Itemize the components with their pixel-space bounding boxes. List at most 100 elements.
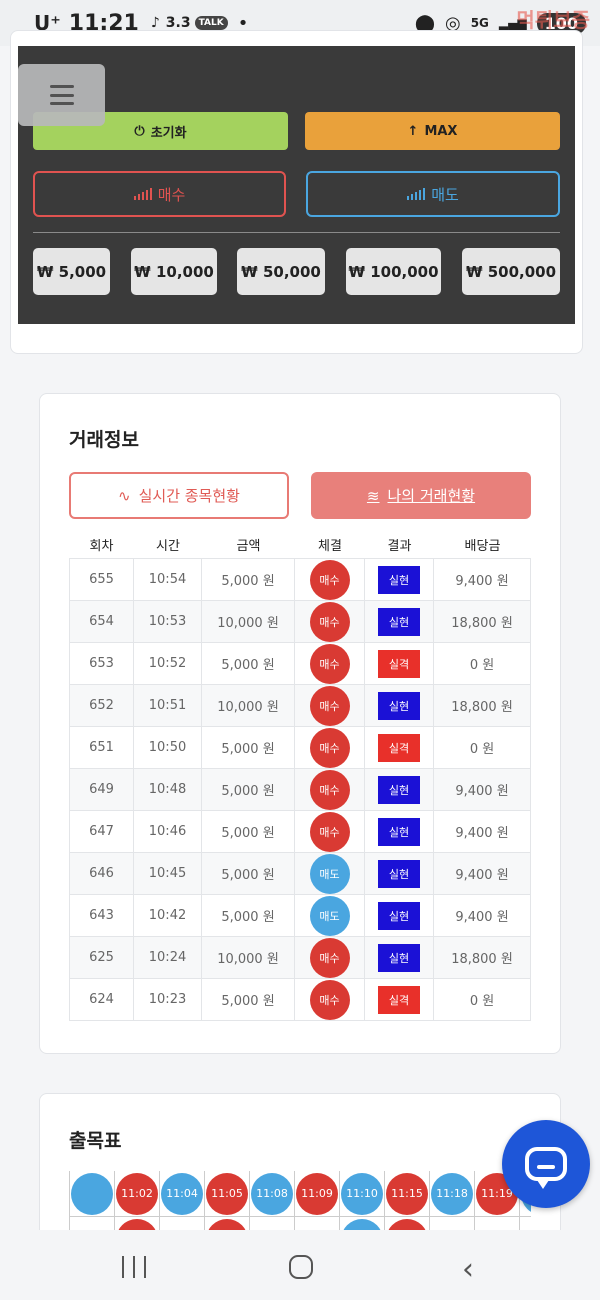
tiktok-icon: ♪ — [150, 15, 160, 31]
cell-side: 매수 — [295, 937, 365, 978]
cell-amount: 5,000 원 — [202, 895, 295, 936]
grid-cell: 11:08 — [250, 1171, 295, 1217]
cell-amount: 5,000 원 — [202, 811, 295, 852]
cell-round: 647 — [69, 811, 134, 852]
max-button[interactable]: ↑ MAX — [305, 112, 560, 150]
cell-payout: 18,800 원 — [434, 601, 531, 642]
cell-side: 매도 — [295, 853, 365, 894]
grid-cell — [295, 1217, 340, 1231]
side-badge: 매수 — [309, 601, 350, 642]
header-side: 체결 — [318, 538, 342, 554]
recent-apps-button[interactable] — [122, 1256, 146, 1278]
header-payout: 배당금 — [464, 538, 501, 554]
cell-result: 실격 — [365, 727, 434, 768]
amount-button-10000[interactable]: ₩ 10,000 — [131, 248, 217, 295]
signal-icon: ▂▄▆ — [498, 16, 527, 30]
cell-amount: 10,000 원 — [202, 685, 295, 726]
side-badge: 매수 — [309, 643, 350, 684]
grid-cell — [340, 1217, 385, 1231]
result-grid-row-2 — [70, 1217, 531, 1231]
location-icon: ⬤ — [414, 12, 435, 34]
pulse-icon: ∿ — [118, 486, 131, 505]
header-round: 회차 — [89, 538, 114, 554]
cell-amount: 5,000 원 — [202, 769, 295, 810]
cell-result: 실현 — [365, 559, 434, 600]
table-row: 647 10:46 5,000 원 매수 실현 9,400 원 — [69, 811, 531, 853]
cell-time: 10:53 — [134, 601, 202, 642]
cell-amount: 5,000 원 — [202, 979, 295, 1020]
table-row: 653 10:52 5,000 원 매수 실격 0 원 — [69, 643, 531, 685]
cell-time: 10:42 — [134, 895, 202, 936]
amount-button-100000[interactable]: ₩ 100,000 — [346, 248, 441, 295]
tab-my-trades[interactable]: ≋ 나의 거래현황 — [311, 472, 531, 519]
side-badge: 매도 — [309, 853, 350, 894]
grid-cell: 11:18 — [430, 1171, 475, 1217]
cell-result: 실현 — [365, 895, 434, 936]
side-badge: 매수 — [309, 685, 350, 726]
grid-cell — [385, 1217, 430, 1231]
cell-amount: 10,000 원 — [202, 601, 295, 642]
cell-time: 10:50 — [134, 727, 202, 768]
grid-cell: 11:10 — [340, 1171, 385, 1217]
signal-bars-icon — [407, 188, 426, 200]
home-button[interactable] — [289, 1255, 313, 1279]
tab-live-status[interactable]: ∿ 실시간 종목현황 — [69, 472, 289, 519]
sell-button[interactable]: 매도 — [306, 171, 560, 217]
amount-button-5000[interactable]: ₩ 5,000 — [33, 248, 110, 295]
power-icon: ⏻ — [134, 123, 145, 139]
cell-side: 매수 — [295, 727, 365, 768]
result-badge: 실현 — [378, 565, 420, 594]
result-ball-blue: 11:10 — [341, 1172, 383, 1215]
grid-cell — [430, 1217, 475, 1231]
grid-cell: 11:05 — [205, 1171, 250, 1217]
cell-amount: 10,000 원 — [202, 937, 295, 978]
grid-cell: 11:04 — [160, 1171, 205, 1217]
header-time: 시간 — [156, 538, 180, 554]
table-row: 655 10:54 5,000 원 매수 실현 9,400 원 — [69, 559, 531, 601]
cell-side: 매수 — [295, 769, 365, 810]
cell-round: 652 — [69, 685, 134, 726]
tab-live-label: 실시간 종목현황 — [138, 487, 240, 505]
cell-side: 매수 — [295, 685, 365, 726]
cell-result: 실현 — [365, 853, 434, 894]
cell-round: 625 — [69, 937, 134, 978]
side-badge: 매수 — [309, 937, 350, 978]
back-button[interactable]: ‹ — [462, 1252, 474, 1287]
cell-time: 10:24 — [134, 937, 202, 978]
cell-round: 654 — [69, 601, 134, 642]
grid-cell — [115, 1217, 160, 1231]
result-badge: 실격 — [378, 649, 420, 678]
cell-result: 실현 — [365, 937, 434, 978]
side-badge: 매도 — [309, 895, 350, 936]
result-ball-red: 11:02 — [116, 1172, 158, 1215]
system-nav-bar — [0, 1230, 600, 1300]
cell-amount: 5,000 원 — [202, 727, 295, 768]
cell-payout: 9,400 원 — [434, 559, 531, 600]
result-chart-title: 출목표 — [69, 1130, 122, 1152]
cell-round: 653 — [69, 643, 134, 684]
cell-time: 10:48 — [134, 769, 202, 810]
hamburger-menu-button[interactable] — [18, 64, 105, 126]
result-grid[interactable]: 11:02 11:04 11:05 11:08 11:09 11:10 11:15 11:18… — [69, 1171, 531, 1231]
buy-button[interactable]: 매수 — [33, 171, 286, 217]
trade-table-header: 회차 시간 금액 체결 결과 배당금 — [69, 530, 531, 558]
amount-button-50000[interactable]: ₩ 50,000 — [237, 248, 325, 295]
chat-button[interactable] — [502, 1120, 590, 1208]
header-result: 결과 — [387, 538, 412, 554]
more-notifications-dot: • — [237, 12, 249, 34]
table-row: 625 10:24 10,000 원 매수 실현 18,800 원 — [69, 937, 531, 979]
cell-amount: 5,000 원 — [202, 643, 295, 684]
amount-button-500000[interactable]: ₩ 500,000 — [462, 248, 560, 295]
cell-side: 매수 — [295, 559, 365, 600]
result-ball-red: 11:05 — [206, 1172, 248, 1215]
arrow-up-icon: ↑ — [407, 123, 419, 139]
cell-payout: 9,400 원 — [434, 769, 531, 810]
cell-round: 646 — [69, 853, 134, 894]
sell-label: 매도 — [431, 185, 459, 204]
result-badge: 실현 — [378, 691, 420, 720]
hotspot-icon: ◎ — [444, 12, 461, 34]
cell-result: 실격 — [365, 979, 434, 1020]
